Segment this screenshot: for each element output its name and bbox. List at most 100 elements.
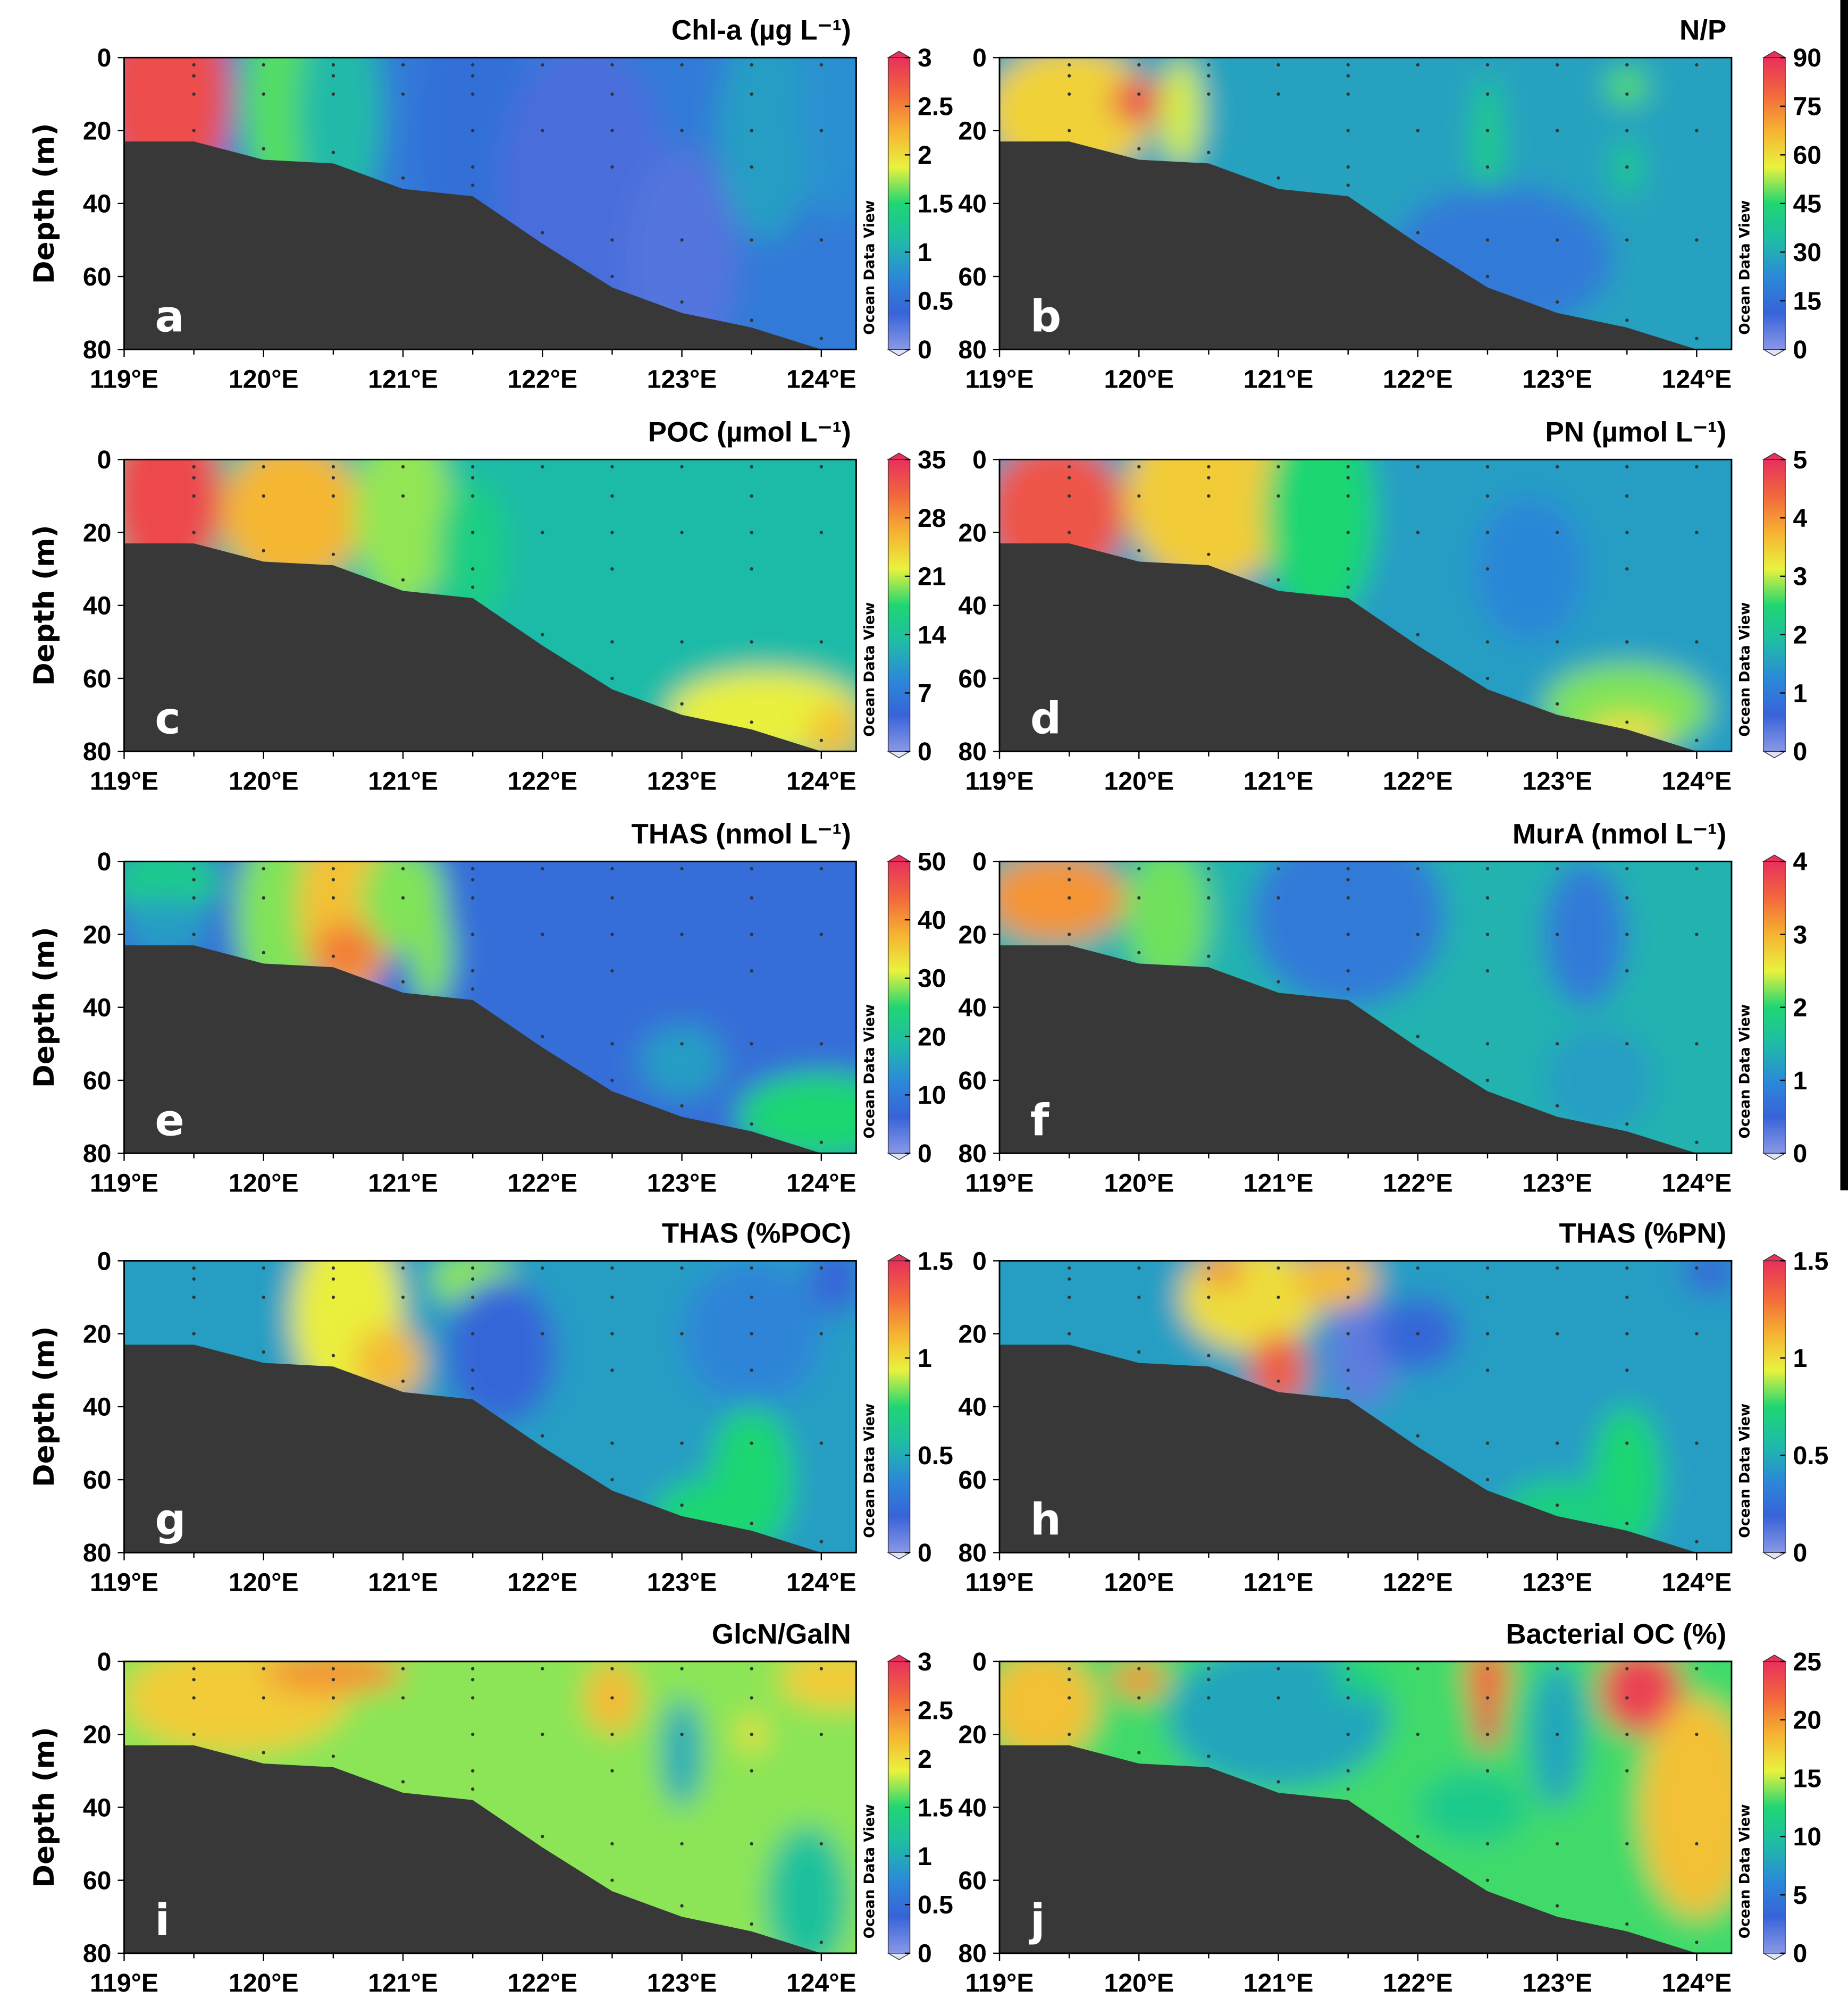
sample-point [1555,702,1559,706]
sample-point [680,63,684,67]
colorbar-tick-label: 1.5 [918,190,953,219]
sample-point [1276,1667,1280,1670]
colorbar-max-cap [886,854,912,862]
colorbar-tick-label: 75 [1793,93,1821,121]
sample-point [1625,1122,1629,1126]
sample-point [192,867,196,871]
sample-point [541,1332,544,1336]
sample-point [471,165,475,169]
panel-title: MurA (nmol L⁻¹) [1513,819,1726,850]
sample-point [1695,129,1699,132]
x-tick-label: 124°E [1662,1169,1732,1197]
sample-point [610,567,614,571]
sample-point [331,1696,335,1700]
sample-point [541,633,544,636]
y-axis-label: Depth (m) [28,123,61,284]
sample-point [1207,954,1211,958]
color-field [124,57,856,350]
sample-point [401,1379,405,1383]
sample-point [680,867,684,871]
sample-point [262,92,265,96]
sample-point [1346,1277,1350,1281]
sample-point [1625,63,1629,67]
x-tick-label: 119°E [90,1568,158,1597]
color-field [999,861,1732,1154]
field-blob [1125,861,1209,989]
sample-point [401,494,405,498]
x-tick-label: 119°E [90,1969,158,1997]
sample-point [1485,1696,1490,1700]
field-blob [124,1661,348,1753]
sample-point [1207,74,1211,78]
y-tick-label: 40 [83,994,112,1022]
colorbar-tick-label: 1 [1793,1344,1807,1373]
sample-point [610,92,614,96]
sample-point [262,1696,265,1700]
y-tick-label: 60 [83,1466,112,1494]
sample-point [610,1696,614,1700]
y-tick-label: 80 [83,1139,112,1168]
sample-point [1068,476,1071,480]
sample-point [192,129,196,132]
x-tick-label: 122°E [1383,1568,1453,1597]
sample-point [1485,274,1490,279]
sample-point [541,1266,544,1270]
colorbar-tick-label: 4 [1793,504,1807,533]
x-tick-label: 120°E [1104,767,1174,795]
sample-point [1346,74,1350,78]
sample-point [610,494,614,498]
sample-point [262,549,265,552]
y-tick-label: 80 [83,1939,112,1968]
sample-point [262,896,265,900]
sample-point [680,933,684,936]
sample-point [1485,896,1490,900]
panel-letter: j [1029,1895,1045,1946]
colorbar-tick-label: 2 [1793,621,1807,650]
sample-point [1207,92,1211,96]
sample-point [819,640,823,644]
x-tick-label: 124°E [786,1568,856,1597]
y-axis-label: Depth (m) [28,1727,61,1888]
x-tick-label: 119°E [965,365,1034,393]
sample-point [471,1295,475,1299]
colorbar-min-cap [1762,1153,1787,1161]
sample-point [1625,1295,1629,1299]
sample-point [750,640,753,644]
sample-point [331,92,335,96]
sample-point [1137,1696,1141,1700]
y-tick-label: 80 [83,737,112,766]
y-tick-label: 20 [83,116,112,145]
field-blobs [124,57,856,350]
sample-point [1346,1733,1350,1736]
sample-point [750,867,753,871]
sample-point [1346,183,1350,187]
panel-letter: a [155,292,184,342]
sample-point [680,640,684,644]
colorbar-tick-label: 28 [918,504,946,533]
sample-point [750,1922,753,1926]
panel-f: 119°E 120°E 121°E 122°E 123°E 124°E020406080M… [958,819,1807,1198]
sample-point [610,531,614,534]
sample-point [1068,933,1071,936]
y-tick-label: 0 [972,446,987,474]
x-tick-label: 119°E [965,767,1034,795]
x-tick-label: 121°E [368,1568,438,1597]
sample-point [1207,476,1211,480]
odv-watermark: Ocean Data View [1737,1404,1753,1538]
sample-point [680,1332,684,1336]
sample-point [1555,1904,1559,1908]
sample-point [680,1104,684,1108]
sample-point [331,1277,335,1281]
sample-point [401,1780,405,1784]
sample-point [610,676,614,681]
sample-point [1346,165,1350,169]
sample-point [610,640,614,644]
sample-point [471,867,475,871]
sample-point [1625,318,1629,322]
sample-point [1207,1266,1211,1270]
sample-point [1276,63,1280,67]
sample-point [750,896,753,900]
x-tick-label: 122°E [1383,1169,1453,1197]
sample-point [471,933,475,936]
